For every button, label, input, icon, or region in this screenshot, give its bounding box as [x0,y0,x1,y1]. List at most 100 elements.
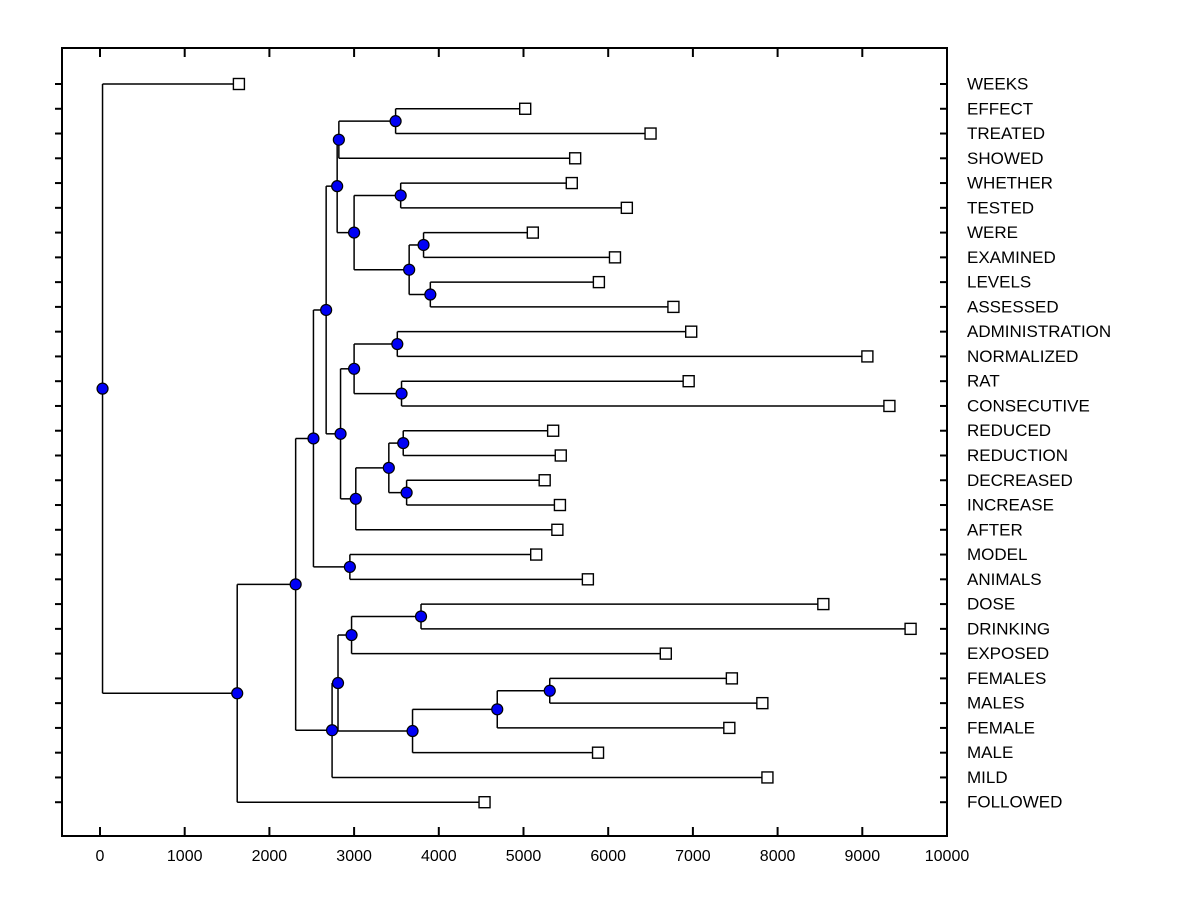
leaf-marker-female [723,721,736,735]
leaf-label-reduction: REDUCTION [967,446,1068,465]
x-tick-label: 5000 [506,848,542,865]
leaf-label-consecutive: CONSECUTIVE [967,396,1090,415]
branch-node-dot [417,238,430,252]
leaf-marker-examined [608,251,622,264]
leaf-label-weeks: WEEKS [967,75,1028,94]
branch-node-dot [414,610,428,623]
leaf-label-decreased: DECREASED [967,471,1073,490]
leaf-marker-increase [553,498,567,512]
branch-node-dot [331,180,344,193]
leaf-label-administration: ADMINISTRATION [967,322,1111,341]
branch-node-dot [320,303,333,317]
branch-node-dot [395,387,408,400]
x-tick-label: 4000 [421,848,457,865]
x-tick-label: 0 [96,848,105,865]
branch-node-dot [289,578,302,591]
leaf-marker-drinking [904,622,917,636]
leaf-marker-assessed [667,300,680,314]
branch-node-dot [325,724,339,737]
x-tick-label: 3000 [336,848,372,865]
leaf-label-followed: FOLLOWED [967,793,1062,812]
leaf-label-females: FEMALES [967,669,1046,688]
leaf-marker-whether [565,176,578,190]
branch-node-dot [543,684,556,697]
leaf-marker-reduced [546,424,560,437]
x-tick-label: 10000 [925,848,970,865]
branch-node-dot [307,432,320,445]
branch-node-dot [348,362,361,375]
branch-node-dot [332,133,345,146]
x-tick-label: 1000 [167,848,203,865]
x-tick-label: 2000 [252,848,288,865]
leaf-marker-showed [568,152,582,165]
x-tick-label: 8000 [760,848,796,865]
leaf-marker-after [551,523,564,536]
leaf-label-males: MALES [967,694,1025,713]
leaf-marker-consecutive [883,399,896,413]
branch-node-dot [343,560,356,574]
labels-layer: 0 1000 2000 3000 4000 5000 6000 7000 8000 9000 100… [96,75,1112,866]
branch-node-dot [382,461,395,474]
branch-node-dot [491,703,504,716]
leaf-marker-treated [644,127,657,140]
leaf-marker-decreased [538,474,551,487]
branch-node-dot [389,115,402,128]
leaf-marker-model [530,548,543,561]
leaf-label-mild: MILD [967,768,1008,787]
leaf-label-dose: DOSE [967,595,1015,614]
leaf-label-reduced: REDUCED [967,421,1051,440]
leaf-marker-were [526,226,540,239]
leaf-label-after: AFTER [967,520,1023,539]
leaf-marker-animals [581,573,595,586]
leaf-label-male: MALE [967,743,1013,762]
leaf-marker-reduction [554,449,567,462]
leaf-marker-male [591,746,605,759]
leaf-marker-females [725,672,739,685]
x-tick-label: 9000 [845,848,881,865]
leaf-label-animals: ANIMALS [967,570,1042,589]
x-tick-label: 7000 [675,848,711,865]
leaf-label-drinking: DRINKING [967,619,1050,638]
branch-node-dot [96,382,109,395]
node-markers-layer [96,77,917,809]
leaf-label-rat: RAT [967,372,1000,391]
leaf-marker-exposed [659,647,672,660]
leaf-label-assessed: ASSESSED [967,297,1059,316]
leaf-label-levels: LEVELS [967,273,1031,292]
leaf-label-whether: WHETHER [967,174,1053,193]
leaf-marker-normalized [861,350,874,363]
leaf-label-female: FEMALE [967,718,1035,737]
leaf-marker-followed [478,796,491,809]
leaf-label-increase: INCREASE [967,496,1054,515]
leaf-label-treated: TREATED [967,124,1045,143]
branch-node-dot [397,437,410,450]
leaf-label-exposed: EXPOSED [967,644,1049,663]
branch-node-dot [334,427,347,440]
leaf-label-tested: TESTED [967,198,1034,217]
leaf-marker-males [756,696,769,710]
leaf-marker-mild [761,771,774,784]
leaf-label-model: MODEL [967,545,1027,564]
branch-node-dot [331,676,345,690]
x-tick-label: 6000 [590,848,626,865]
branch-node-dot [394,189,407,202]
branch-lines-layer [101,83,911,803]
axes-layer [55,47,948,837]
branch-node-dot [424,288,437,301]
branch-node-dot [400,486,413,499]
branch-node-dot [231,687,244,700]
leaf-marker-effect [518,102,532,115]
branch-node-dot [349,492,362,505]
leaf-marker-dose [817,597,830,611]
leaf-marker-administration [685,325,698,338]
branch-node-dot [406,724,419,738]
leaf-label-effect: EFFECT [967,99,1033,118]
leaf-marker-levels [592,275,606,289]
branch-node-dot [403,263,416,276]
branch-node-dot [391,337,404,351]
leaf-marker-weeks [232,77,246,91]
leaf-marker-tested [620,201,634,215]
plot-box [61,47,948,837]
